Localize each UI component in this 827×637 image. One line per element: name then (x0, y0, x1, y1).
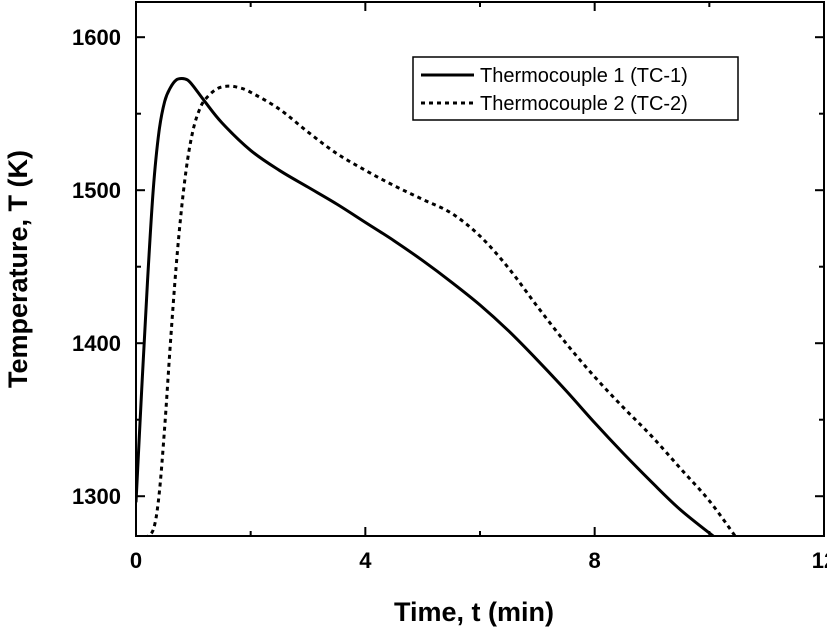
series-line-1 (136, 77, 716, 536)
y-tick-label: 1400 (72, 331, 121, 356)
x-tick-label: 12 (812, 548, 827, 573)
legend-label-2: Thermocouple 2 (TC-2) (480, 93, 688, 115)
axis-tick-labels: 0 4 8 12 1300 1400 1500 1600 (72, 25, 827, 573)
y-tick-label: 1500 (72, 178, 121, 203)
series-layer (136, 77, 737, 536)
x-axis-title: Time, t (min) (394, 597, 554, 627)
x-tick-label: 8 (589, 548, 601, 573)
y-tick-label: 1600 (72, 25, 121, 50)
x-tick-label: 0 (130, 548, 142, 573)
axis-ticks (135, 2, 825, 536)
legend-label-1: Thermocouple 1 (TC-1) (480, 65, 688, 87)
legend: Thermocouple 1 (TC-1) Thermocouple 2 (TC-… (412, 56, 739, 121)
y-axis-title: Temperature, T (K) (3, 150, 33, 388)
y-tick-label: 1300 (72, 484, 121, 509)
legend-box (412, 56, 739, 121)
x-tick-label: 4 (359, 548, 372, 573)
series-line-2 (144, 84, 737, 536)
